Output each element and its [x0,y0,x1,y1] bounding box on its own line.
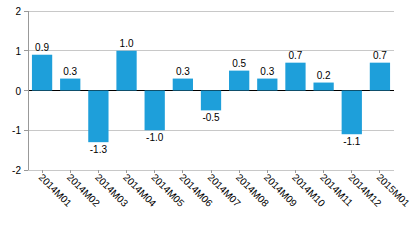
bar [60,79,80,91]
data-label: 0.2 [317,70,331,81]
y-tick [24,90,28,91]
grid-line [28,11,394,12]
data-label: 0.3 [260,66,274,77]
bar [229,71,249,91]
bar [116,51,136,91]
y-tick [24,130,28,131]
bar [145,91,165,131]
grid-line [28,130,394,131]
data-label: -1.3 [90,144,108,155]
data-label: 0.3 [176,66,190,77]
bar [32,55,52,91]
bar [285,63,305,91]
bar [257,79,277,91]
bar [313,83,333,91]
x-tick-label: 2015M01 [375,172,413,210]
y-tick-label: -2 [12,165,21,176]
bar [370,63,390,91]
bars [32,51,390,142]
data-label: 0.3 [63,66,77,77]
data-label: 0.7 [373,50,387,61]
y-tick-label: 0 [15,86,21,97]
y-tick [24,11,28,12]
y-axis [28,11,29,170]
data-label: 0.9 [35,42,49,53]
y-tick-label: -1 [12,125,21,136]
data-label: -1.0 [146,132,164,143]
y-tick-label: 2 [15,6,21,17]
bar [342,91,362,135]
chart-container: -2 -1 0 1 2 0.9 0.3 -1.3 1.0 -1.0 0.3 -0.5 0.5 0.3 0.7… [0,0,416,227]
bar [201,91,221,111]
data-label: 1.0 [120,38,134,49]
data-label: -1.1 [343,136,361,147]
y-tick [24,50,28,51]
data-label: -0.5 [202,112,220,123]
bar [88,91,108,143]
data-label: 0.7 [289,50,303,61]
y-tick [24,170,28,171]
chart: -2 -1 0 1 2 0.9 0.3 -1.3 1.0 -1.0 0.3 -0.5 0.5 0.3 0.7… [0,0,416,227]
grid-line [28,50,394,51]
bar [173,79,193,91]
y-tick-label: 1 [15,46,21,57]
data-label: 0.5 [232,58,246,69]
